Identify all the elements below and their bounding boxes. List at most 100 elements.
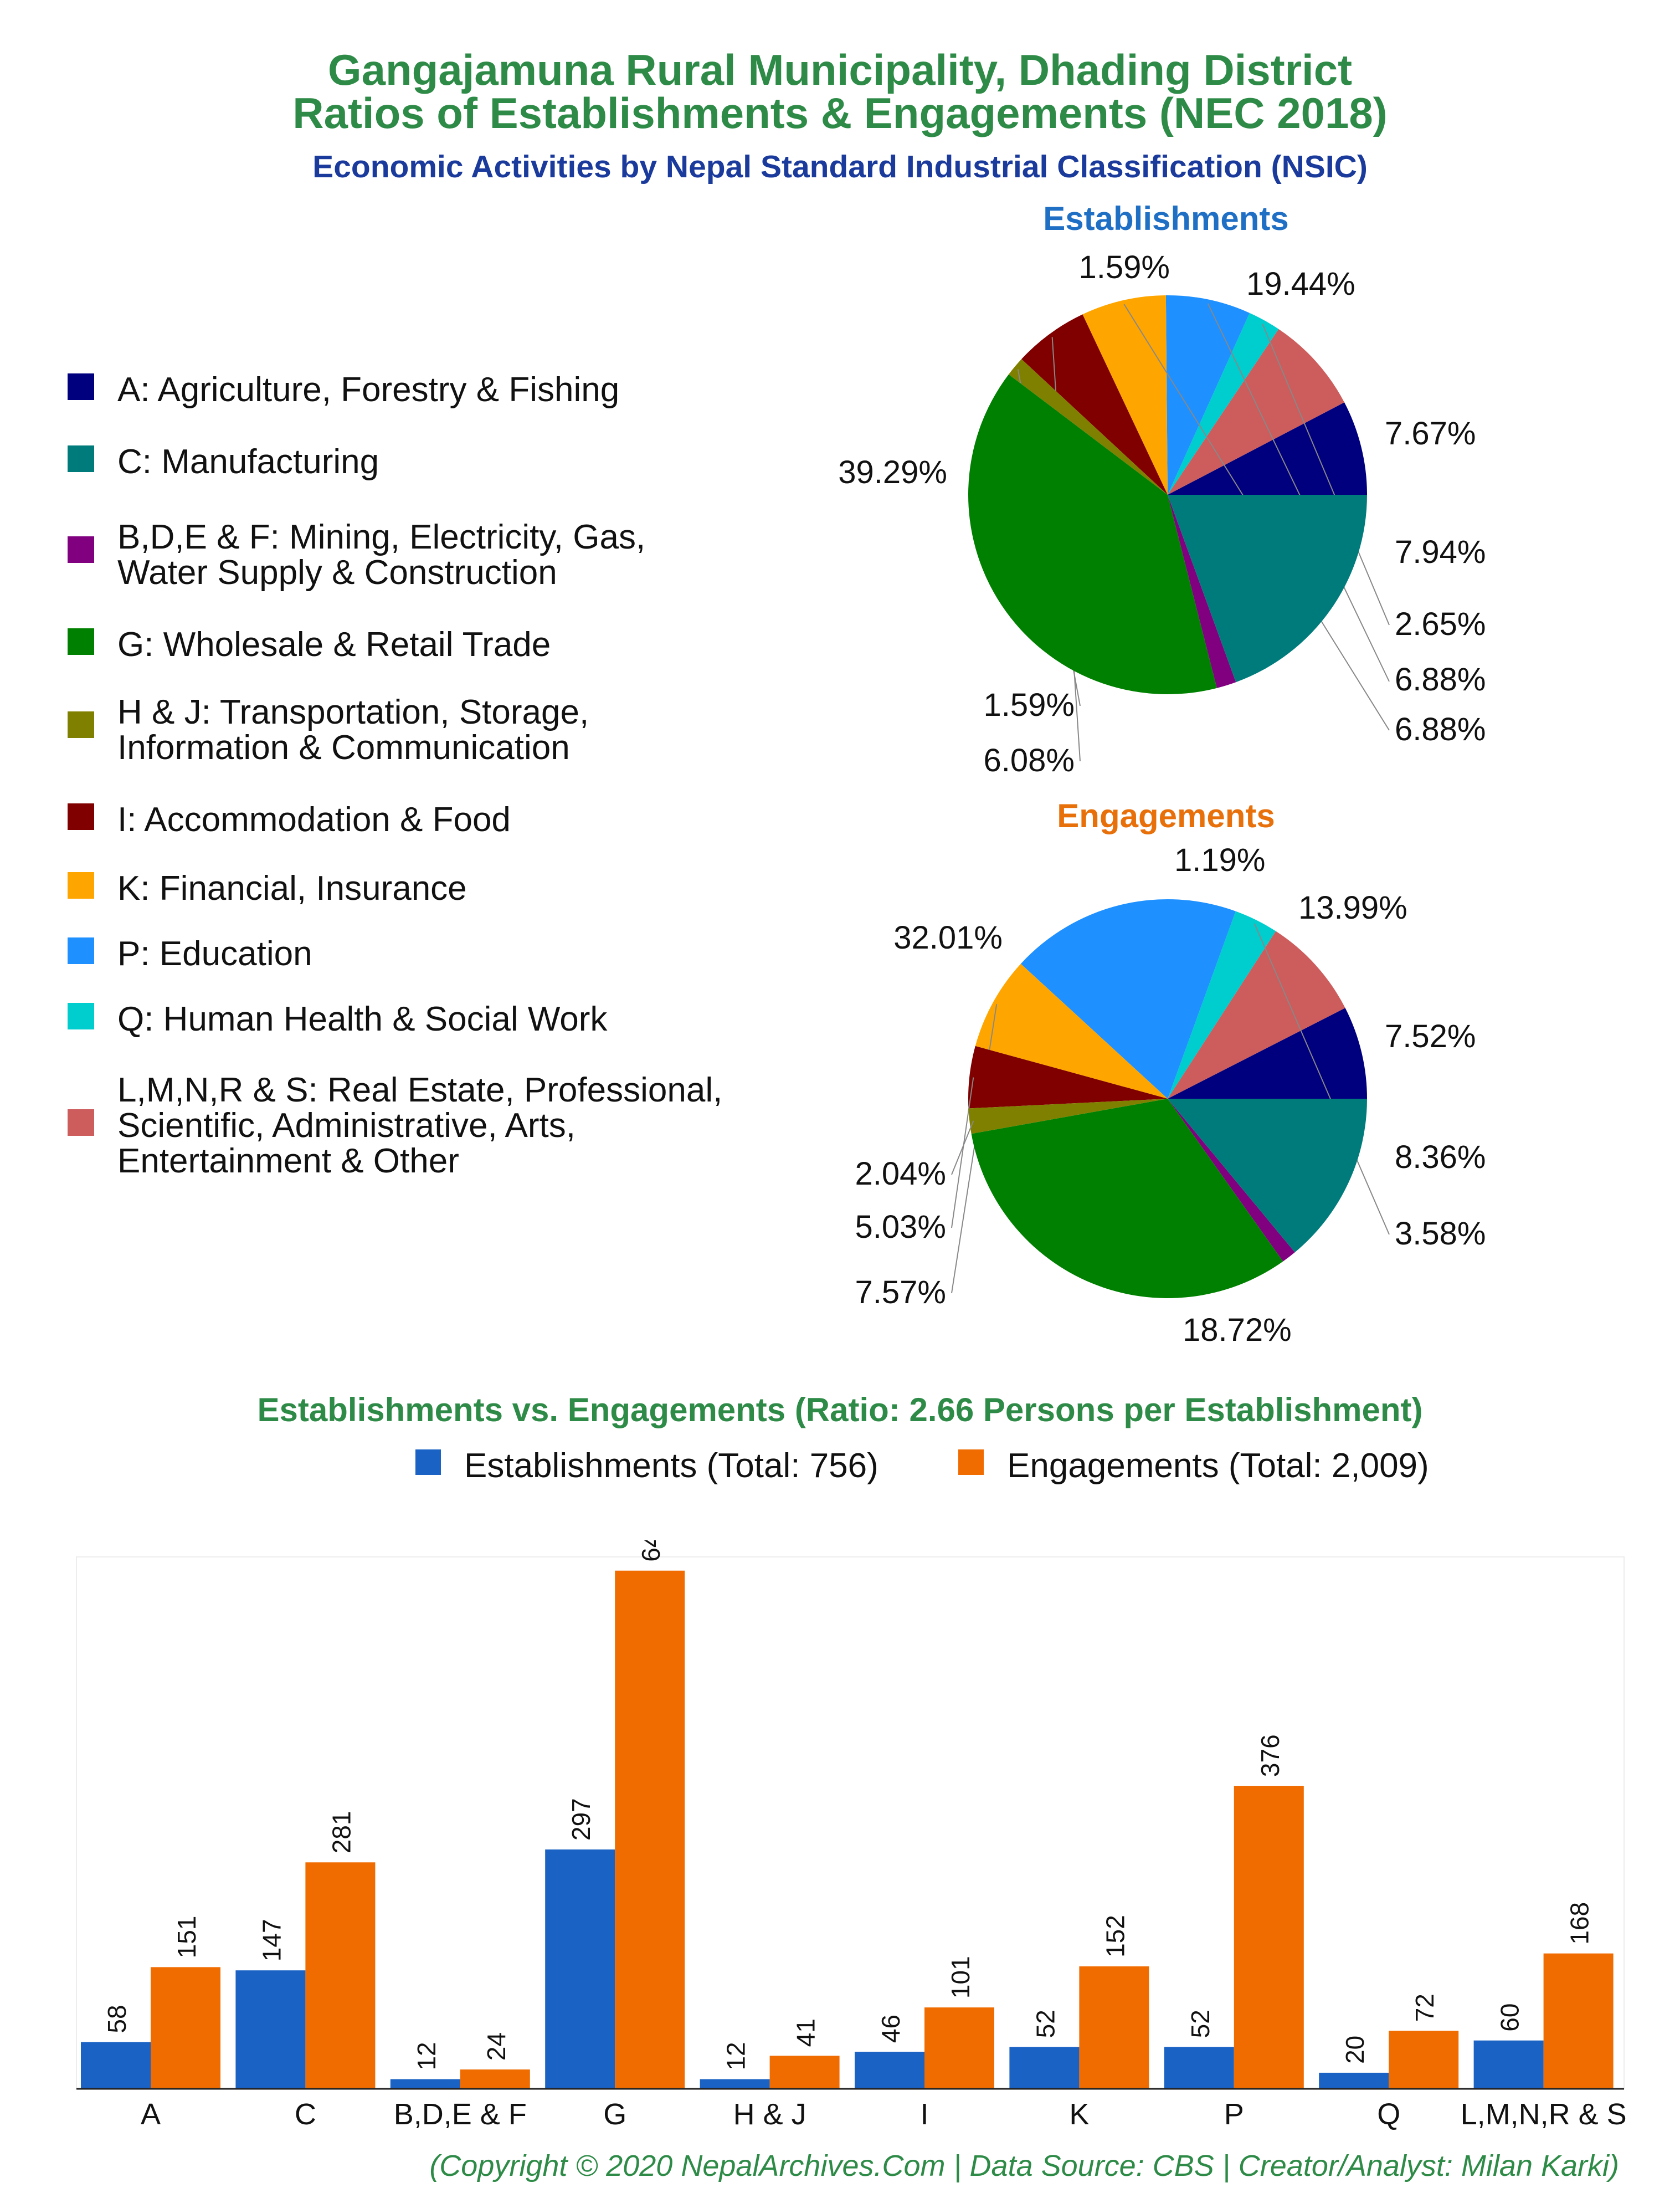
- pie-slice: [1165, 295, 1250, 495]
- pie-slice: [1168, 402, 1368, 495]
- bar-value-label: 376: [1256, 1734, 1285, 1777]
- legend-label: H & J: Transportation, Storage, Informat…: [117, 693, 589, 767]
- bar-value-label: 52: [1186, 2010, 1215, 2038]
- bar: [1389, 2031, 1459, 2089]
- bar: [390, 2079, 460, 2089]
- legend-swatch: [68, 1109, 94, 1136]
- legend-swatch: [68, 628, 94, 655]
- bar: [1543, 1953, 1614, 2089]
- bar: [1319, 2072, 1389, 2089]
- bar-chart: 58 151 A 147 281 C 12 24 B,D,E & F 297 643 G 12 41 H &…: [76, 1540, 1627, 2131]
- pie-slice: [968, 374, 1217, 694]
- bar: [1079, 1966, 1149, 2089]
- bar: [235, 1970, 306, 2089]
- x-tick-label: I: [920, 2098, 928, 2131]
- x-tick-label: A: [141, 2098, 161, 2131]
- bar: [460, 2069, 530, 2089]
- chart-subtitle: Economic Activities by Nepal Standard In…: [312, 149, 1368, 185]
- bar: [769, 2056, 840, 2089]
- pie-slice: [1021, 314, 1168, 495]
- bar: [1234, 1786, 1304, 2089]
- bar-value-label: 152: [1101, 1915, 1129, 1958]
- bar-value-label: 58: [102, 2005, 131, 2033]
- legend-swatch: [68, 803, 94, 830]
- bar: [855, 2052, 924, 2089]
- legend-swatch: [68, 872, 94, 899]
- legend-swatch: [68, 373, 94, 400]
- pie-title-engagements: Engagements: [1057, 797, 1275, 834]
- bar-value-label: 46: [876, 2015, 905, 2043]
- bar-value-label: 20: [1340, 2036, 1369, 2064]
- bar-value-label: 101: [946, 1956, 975, 1999]
- pie-slice: [1168, 495, 1367, 683]
- legend-swatch: [68, 1003, 94, 1029]
- pie-slice: [1008, 359, 1168, 495]
- pie-slice-label: 2.65%: [1395, 606, 1486, 642]
- bar: [1473, 2040, 1544, 2089]
- bar-legend-label-engagements: Engagements (Total: 2,009): [1007, 1447, 1429, 1485]
- chart-title-line2: Ratios of Establishments & Engagements (…: [292, 89, 1388, 137]
- pie-slice-label: 1.59%: [1079, 249, 1170, 285]
- bar-value-label: 151: [172, 1916, 201, 1959]
- pie-slice-label: 1.59%: [984, 687, 1075, 723]
- legend-label: P: Education: [117, 935, 312, 973]
- pie-slice-label: 7.94%: [1395, 534, 1486, 570]
- pie-slice-label: 19.44%: [1246, 266, 1355, 302]
- bar-value-label: 281: [327, 1811, 356, 1854]
- bar: [305, 1862, 376, 2089]
- legend-swatch: [68, 445, 94, 472]
- bar-value-label: 297: [567, 1798, 595, 1841]
- bar-legend-label-establishments: Establishments (Total: 756): [464, 1447, 878, 1485]
- bar: [1164, 2047, 1234, 2089]
- pie-slice: [1168, 329, 1345, 495]
- bar-value-label: 147: [257, 1919, 286, 1961]
- x-tick-label: Q: [1377, 2098, 1400, 2131]
- bar: [151, 1967, 220, 2089]
- legend-label: G: Wholesale & Retail Trade: [117, 626, 551, 664]
- pie-slice-label: 39.29%: [838, 454, 947, 490]
- bar-chart-title: Establishments vs. Engagements (Ratio: 2…: [257, 1391, 1423, 1428]
- legend-swatch: [68, 937, 94, 964]
- pie-slice: [1082, 295, 1168, 495]
- pie-slice-label: 6.88%: [1395, 662, 1486, 698]
- legend-label: C: Manufacturing: [117, 443, 379, 481]
- pie-slice-label: 7.67%: [1385, 416, 1476, 452]
- bar-legend-swatch-engagements: [958, 1449, 984, 1475]
- pie-slice-label: 6.08%: [984, 742, 1075, 778]
- bar-value-label: 12: [722, 2042, 751, 2070]
- bar: [924, 2007, 994, 2089]
- x-tick-label: G: [603, 2098, 626, 2131]
- bar-value-label: 643: [636, 1540, 665, 1562]
- legend-swatch: [68, 711, 94, 738]
- footer-credit: (Copyright © 2020 NepalArchives.Com | Da…: [429, 2149, 1619, 2182]
- legend-label: I: Accommodation & Food: [117, 801, 511, 839]
- legend-label: Q: Human Health & Social Work: [117, 1000, 608, 1038]
- legend-label: K: Financial, Insurance: [117, 869, 467, 908]
- pie-slice: [1168, 495, 1236, 688]
- bar-value-label: 168: [1565, 1902, 1594, 1945]
- bar-value-label: 24: [482, 2032, 511, 2061]
- chart-title-line1: Gangajamuna Rural Municipality, Dhading …: [327, 45, 1353, 94]
- bar-value-label: 52: [1031, 2010, 1060, 2038]
- legend-label: A: Agriculture, Forestry & Fishing: [117, 371, 620, 409]
- x-tick-label: C: [295, 2098, 316, 2131]
- legend-label: B,D,E & F: Mining, Electricity, Gas, Wat…: [117, 518, 646, 592]
- bar-value-label: 12: [412, 2042, 441, 2070]
- x-tick-label: K: [1069, 2098, 1089, 2131]
- x-tick-label: P: [1224, 2098, 1244, 2131]
- bar: [545, 1849, 615, 2089]
- pie-leader-line: [1262, 324, 1390, 626]
- legend-label: L,M,N,R & S: Real Estate, Professional, …: [117, 1071, 723, 1180]
- x-tick-label: H & J: [733, 2098, 806, 2131]
- pie-title-establishments: Establishments: [1043, 200, 1289, 237]
- pie-slice-label: 6.88%: [1395, 711, 1486, 747]
- x-tick-label: L,M,N,R & S: [1461, 2098, 1627, 2131]
- pie-chart-establishments: 7.67% 7.94% 2.65% 6.88% 6.88% 6.08% 1.59% 39.29…: [838, 249, 1486, 778]
- bar: [81, 2042, 151, 2089]
- legend-swatch: [68, 536, 94, 563]
- bar: [615, 1570, 685, 2089]
- bar: [700, 2079, 770, 2089]
- bar-value-label: 72: [1410, 1994, 1439, 2022]
- x-tick-label: B,D,E & F: [394, 2098, 527, 2131]
- pie-leader-line: [1207, 303, 1390, 682]
